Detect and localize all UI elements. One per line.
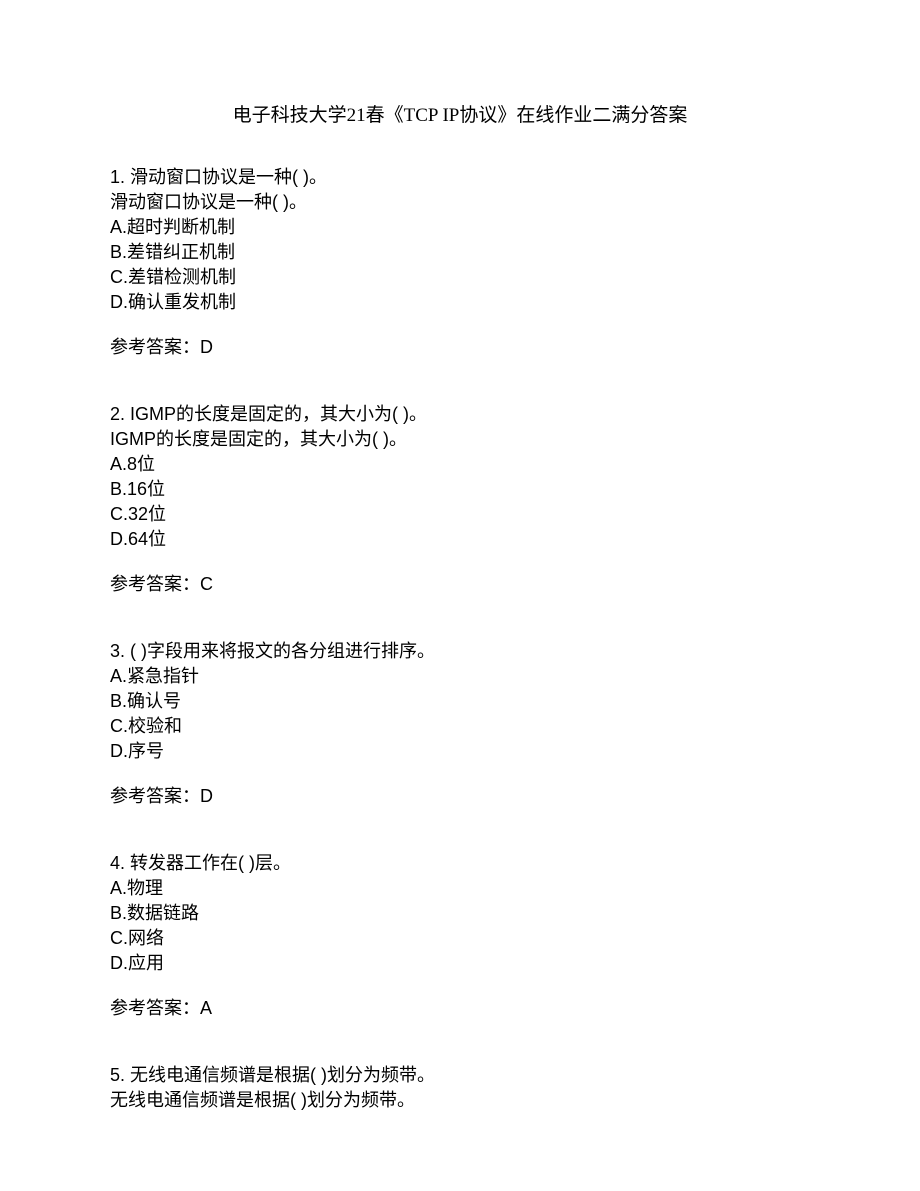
option-c: C.校验和 bbox=[110, 714, 810, 739]
option-c: C.网络 bbox=[110, 926, 810, 951]
question-text-repeat: IGMP的长度是固定的，其大小为( )。 bbox=[110, 427, 810, 452]
question-text: 1. 滑动窗口协议是一种( )。 bbox=[110, 165, 810, 190]
option-b: B.数据链路 bbox=[110, 901, 810, 926]
answer-text: 参考答案：C bbox=[110, 572, 810, 597]
option-b: B.确认号 bbox=[110, 689, 810, 714]
option-d: D.序号 bbox=[110, 739, 810, 764]
question-text: 5. 无线电通信频谱是根据( )划分为频带。 bbox=[110, 1063, 810, 1088]
question-text: 3. ( )字段用来将报文的各分组进行排序。 bbox=[110, 639, 810, 664]
answer-text: 参考答案：A bbox=[110, 996, 810, 1021]
option-c: C.差错检测机制 bbox=[110, 265, 810, 290]
option-b: B.16位 bbox=[110, 477, 810, 502]
question-4: 4. 转发器工作在( )层。 A.物理 B.数据链路 C.网络 D.应用 参考答… bbox=[110, 851, 810, 1021]
option-a: A.紧急指针 bbox=[110, 664, 810, 689]
question-2: 2. IGMP的长度是固定的，其大小为( )。 IGMP的长度是固定的，其大小为… bbox=[110, 402, 810, 597]
option-d: D.应用 bbox=[110, 951, 810, 976]
question-text: 2. IGMP的长度是固定的，其大小为( )。 bbox=[110, 402, 810, 427]
question-text-repeat: 无线电通信频谱是根据( )划分为频带。 bbox=[110, 1088, 810, 1113]
question-3: 3. ( )字段用来将报文的各分组进行排序。 A.紧急指针 B.确认号 C.校验… bbox=[110, 639, 810, 809]
question-text-repeat: 滑动窗口协议是一种( )。 bbox=[110, 190, 810, 215]
option-a: A.超时判断机制 bbox=[110, 215, 810, 240]
document-title: 电子科技大学21春《TCP IP协议》在线作业二满分答案 bbox=[110, 100, 810, 127]
question-1: 1. 滑动窗口协议是一种( )。 滑动窗口协议是一种( )。 A.超时判断机制 … bbox=[110, 165, 810, 360]
option-c: C.32位 bbox=[110, 502, 810, 527]
option-a: A.8位 bbox=[110, 452, 810, 477]
question-text: 4. 转发器工作在( )层。 bbox=[110, 851, 810, 876]
question-5: 5. 无线电通信频谱是根据( )划分为频带。 无线电通信频谱是根据( )划分为频… bbox=[110, 1063, 810, 1113]
answer-text: 参考答案：D bbox=[110, 335, 810, 360]
option-d: D.确认重发机制 bbox=[110, 290, 810, 315]
option-a: A.物理 bbox=[110, 876, 810, 901]
answer-text: 参考答案：D bbox=[110, 784, 810, 809]
option-d: D.64位 bbox=[110, 527, 810, 552]
option-b: B.差错纠正机制 bbox=[110, 240, 810, 265]
